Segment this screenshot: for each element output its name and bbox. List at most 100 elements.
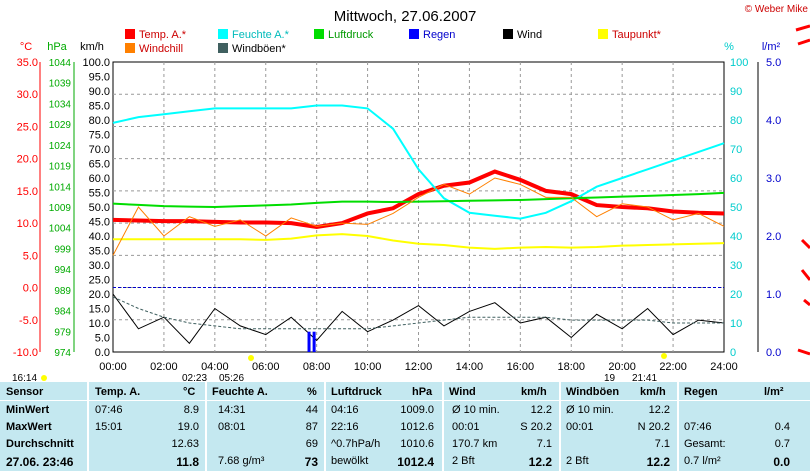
x-tick-label: 00:00 <box>99 361 127 373</box>
wind-axis-tick: 70.0 <box>89 144 110 156</box>
rain-axis-tick: 5.0 <box>766 57 781 69</box>
legend-swatch-1 <box>218 29 228 39</box>
humidity-axis-unit: % <box>724 41 734 53</box>
x-tick-label: 10:00 <box>354 361 382 373</box>
series-line-3 <box>113 233 725 250</box>
cell-wind_val: 12.2 <box>528 455 552 469</box>
wind-axis-tick: 40.0 <box>89 231 110 243</box>
header-pressure-unit: hPa <box>412 386 433 398</box>
wind-axis-tick: 45.0 <box>89 217 110 229</box>
cell-label: MaxWert <box>6 421 52 433</box>
cell-temp_val: 12.63 <box>171 438 199 450</box>
wind-axis-tick: 30.0 <box>89 260 110 272</box>
pressure-axis-tick: 1004 <box>49 224 72 235</box>
pressure-axis-tick: 1009 <box>49 203 72 214</box>
humidity-axis-tick: 0 <box>730 347 736 359</box>
cell-wind_desc: 2 Bft <box>452 455 475 467</box>
temp-axis-tick: -5.0 <box>19 315 38 327</box>
below-axis-label: 19 <box>604 373 616 382</box>
header-pressure: Luftdruck <box>331 386 382 398</box>
pressure-axis-tick: 974 <box>54 348 71 359</box>
axes: 35.0 30.0 25.0 20.0 15.0 10.0 5.0 0.0 -5.0 -10.0 1… <box>13 57 781 373</box>
rain-bar <box>312 331 316 352</box>
pressure-axis-tick: 1024 <box>49 141 72 152</box>
cell-wind_desc: 00:01 <box>452 421 480 433</box>
cell-gust_val: N 20.2 <box>637 421 670 433</box>
chart-title: Mittwoch, 27.06.2007 <box>334 8 477 25</box>
humidity-axis-tick: 100 <box>730 57 748 69</box>
rain-axis-tick: 1.0 <box>766 289 781 301</box>
series-line-6 <box>112 296 724 330</box>
wind-axis-tick: 5.0 <box>95 333 110 345</box>
legend-label-5: Taupunkt* <box>612 29 662 41</box>
humidity-axis-tick: 30 <box>730 260 742 272</box>
wind-axis-tick: 95.0 <box>89 72 110 84</box>
pressure-axis-tick: 1019 <box>49 162 72 173</box>
wind-axis-tick: 10.0 <box>89 318 110 330</box>
header-gusts-unit: km/h <box>640 386 666 398</box>
wind-axis-tick: 85.0 <box>89 101 110 113</box>
header-rain: Regen <box>684 386 718 398</box>
cell-wind_desc: Ø 10 min. <box>452 404 500 416</box>
cell-gust_val: 12.2 <box>646 455 670 469</box>
cell-press_time: 04:16 <box>331 404 359 416</box>
humidity-axis-tick: 60 <box>730 173 742 185</box>
cell-temp_time: 15:01 <box>95 421 123 433</box>
rain-axis-tick: 4.0 <box>766 115 781 127</box>
x-tick-label: 02:00 <box>150 361 178 373</box>
humidity-axis-tick: 40 <box>730 231 742 243</box>
header-gusts: Windböen <box>566 386 620 398</box>
wind-axis-tick: 90.0 <box>89 86 110 98</box>
cell-label: 27.06. 23:46 <box>6 455 74 469</box>
x-tick-label: 22:00 <box>659 361 687 373</box>
stats-table: Sensor Temp. A. °C Feuchte A. % Luftdruc… <box>0 382 810 471</box>
weather-chart: Mittwoch, 27.06.2007 © Weber Mike Temp. … <box>12 4 810 382</box>
cell-gust_val: 12.2 <box>648 404 670 416</box>
below-axis-labels: 16:14 02:23 05:26 19 21:41 <box>12 353 667 382</box>
cell-wind_val: 12.2 <box>530 404 552 416</box>
header-wind: Wind <box>449 386 476 398</box>
wind-axis-tick: 20.0 <box>89 289 110 301</box>
temp-axis-tick: 15.0 <box>17 186 38 198</box>
legend-swatch-3 <box>409 29 419 39</box>
sun-marker <box>248 355 254 361</box>
legend: Temp. A.* Feuchte A.* Luftdruck Regen Wind Ta… <box>125 29 662 55</box>
pressure-axis-tick: 999 <box>54 244 71 255</box>
header-sensor: Sensor <box>6 386 44 398</box>
x-tick-label: 06:00 <box>252 361 280 373</box>
humidity-axis-tick: 80 <box>730 115 742 127</box>
legend-label-2: Luftdruck <box>328 29 374 41</box>
cell-press_val: 1012.4 <box>397 455 434 469</box>
temp-axis-tick: 5.0 <box>23 250 38 262</box>
legend-label-0: Temp. A.* <box>139 29 187 41</box>
header-humidity-unit: % <box>307 386 317 398</box>
cell-press_time: ^0.7hPa/h <box>331 438 381 450</box>
legend-swatch-5 <box>598 29 608 39</box>
temp-axis-tick: 30.0 <box>17 89 38 101</box>
legend-label-6: Windchill <box>139 43 183 55</box>
cell-gust_desc: 2 Bft <box>566 455 589 467</box>
cell-temp_val: 11.8 <box>176 455 199 469</box>
wind-axis-tick: 65.0 <box>89 159 110 171</box>
rain-axis-tick: 2.0 <box>766 231 781 243</box>
pressure-axis-tick: 994 <box>54 265 71 276</box>
cell-hum_time: 08:01 <box>218 421 246 433</box>
series-line-0 <box>112 169 725 230</box>
cell-rain_val: 0.0 <box>773 455 790 469</box>
temp-axis-unit: °C <box>20 41 32 53</box>
cell-press_time: bewölkt <box>331 455 369 467</box>
wind-axis-tick: 60.0 <box>89 173 110 185</box>
credit-text: © Weber Mike <box>745 4 809 15</box>
wind-axis-tick: 15.0 <box>89 304 110 316</box>
pressure-axis-tick: 1039 <box>49 79 72 90</box>
cell-hum_time: 7.68 g/m³ <box>218 455 265 467</box>
rain-bar <box>307 331 311 352</box>
pressure-axis-tick: 984 <box>54 307 71 318</box>
wind-axis-tick: 55.0 <box>89 188 110 200</box>
pressure-axis-tick: 1034 <box>49 99 72 110</box>
legend-label-3: Regen <box>423 29 455 41</box>
cell-press_time: 22:16 <box>331 421 359 433</box>
x-tick-label: 08:00 <box>303 361 331 373</box>
cell-temp_val: 19.0 <box>177 421 199 433</box>
legend-swatch-0 <box>125 29 135 39</box>
